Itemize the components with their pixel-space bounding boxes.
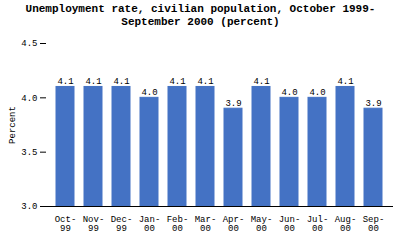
html-text:Unemployment rate, civilian po: Unemployment rate, civilian population, … (25, 3, 376, 28)
svg-text:4.0: 4.0 (281, 88, 297, 98)
svg-text:4.1: 4.1 (113, 77, 129, 87)
svg-text:Dec-99: Dec-99 (111, 215, 133, 234)
svg-text:4.5: 4.5 (21, 39, 37, 49)
svg-text:Mar-00: Mar-00 (195, 215, 217, 234)
svg-text:Feb-00: Feb-00 (167, 215, 189, 234)
svg-text:4.1: 4.1 (85, 77, 101, 87)
svg-text:Aug-00: Aug-00 (335, 215, 357, 234)
svg-text:3.5: 3.5 (21, 148, 37, 158)
svg-text:Percent: Percent (8, 106, 18, 144)
svg-text:4.0: 4.0 (309, 88, 325, 98)
svg-text:4.1: 4.1 (253, 77, 269, 87)
svg-text:Nov-99: Nov-99 (83, 215, 105, 234)
svg-text:4.1: 4.1 (169, 77, 185, 87)
svg-text:Apr-00: Apr-00 (223, 215, 245, 234)
svg-text:Sep-00: Sep-00 (363, 215, 385, 234)
svg-text:4.1: 4.1 (57, 77, 73, 87)
svg-text:3.9: 3.9 (225, 99, 241, 109)
svg-text:3.9: 3.9 (365, 99, 381, 109)
svg-text:4.1: 4.1 (197, 77, 213, 87)
svg-text:4.0: 4.0 (141, 88, 157, 98)
svg-text:May-00: May-00 (251, 215, 273, 234)
svg-text:Jun-00: Jun-00 (279, 215, 301, 234)
svg-text:3.0: 3.0 (21, 202, 37, 212)
svg-text:4.1: 4.1 (337, 77, 353, 87)
svg-text:Jan-00: Jan-00 (139, 215, 161, 234)
svg-text:Jul-00: Jul-00 (307, 215, 329, 234)
svg-text:4.0: 4.0 (21, 94, 37, 104)
svg-text:Oct-99: Oct-99 (55, 215, 77, 234)
